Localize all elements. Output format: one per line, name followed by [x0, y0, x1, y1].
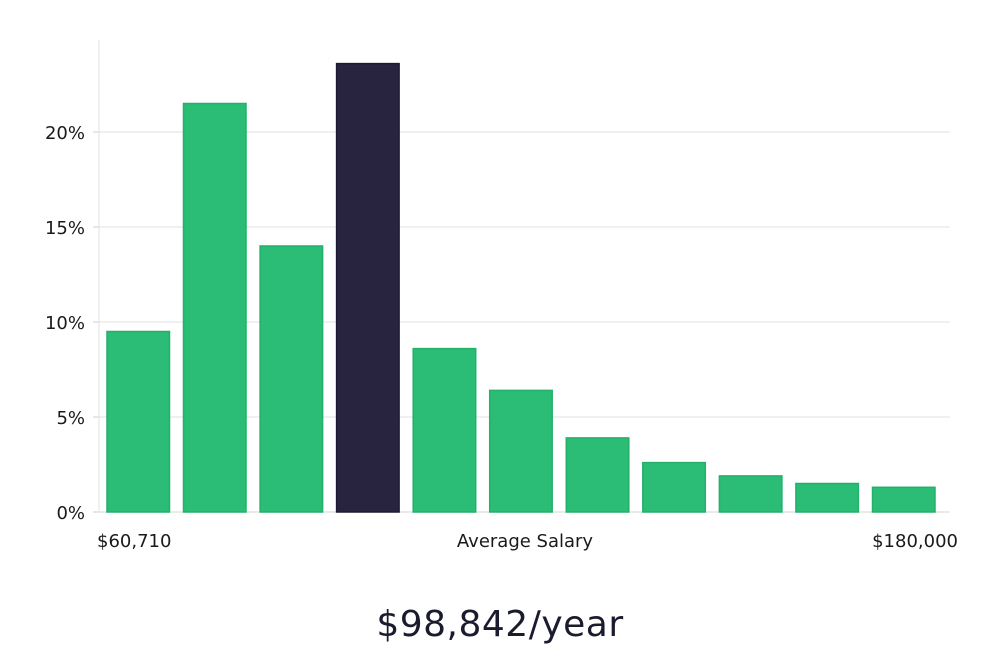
x-axis-label: Average Salary	[457, 531, 594, 552]
salary-histogram: 0% 5% 10% 15% 20% $60,710 Average Salary $18…	[45, 40, 958, 552]
bar	[488, 389, 553, 513]
bar	[718, 475, 783, 513]
x-max-label: $180,000	[872, 531, 958, 552]
y-tick-label: 0%	[56, 503, 85, 524]
y-tick-label: 15%	[45, 218, 85, 239]
bar	[642, 461, 707, 513]
bar	[182, 102, 247, 513]
average-salary-value: $98,842/year	[376, 604, 624, 645]
bars	[106, 62, 936, 513]
y-tick-labels: 0% 5% 10% 15% 20%	[45, 123, 85, 524]
bar	[565, 437, 630, 513]
bar	[106, 330, 171, 513]
bar-highlighted	[335, 62, 400, 513]
y-tick-label: 5%	[56, 408, 85, 429]
bar	[259, 245, 324, 513]
x-min-label: $60,710	[97, 531, 171, 552]
bar	[412, 347, 477, 513]
bar	[795, 482, 860, 513]
bar	[871, 486, 936, 513]
y-tick-label: 20%	[45, 123, 85, 144]
y-tick-label: 10%	[45, 313, 85, 334]
